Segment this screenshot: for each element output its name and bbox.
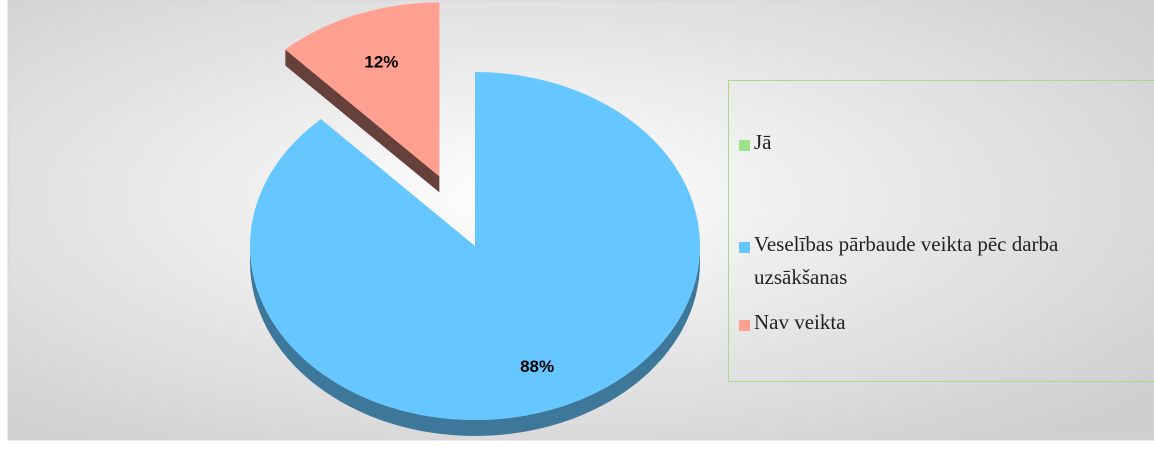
legend-label: Veselības pārbaude veikta pēc darba uzsā… [754, 232, 1059, 289]
pie-slice [250, 72, 701, 420]
data-label: 88% [520, 357, 554, 376]
legend-label: Nav veikta [754, 310, 846, 334]
legend-item: Veselības pārbaude veikta pēc darba uzsā… [739, 232, 1154, 294]
legend-swatch [739, 242, 750, 253]
slice-side [285, 49, 440, 193]
legend: Jā Veselības pārbaude veikta pēc darba uz… [728, 80, 1154, 382]
legend-swatch [739, 140, 750, 151]
legend-label: Jā [754, 130, 772, 154]
data-label: 12% [364, 53, 398, 72]
legend-swatch [739, 320, 750, 331]
pie-slice [285, 2, 440, 177]
legend-item: Jā [739, 130, 1154, 159]
legend-item: Nav veikta [739, 310, 1154, 339]
